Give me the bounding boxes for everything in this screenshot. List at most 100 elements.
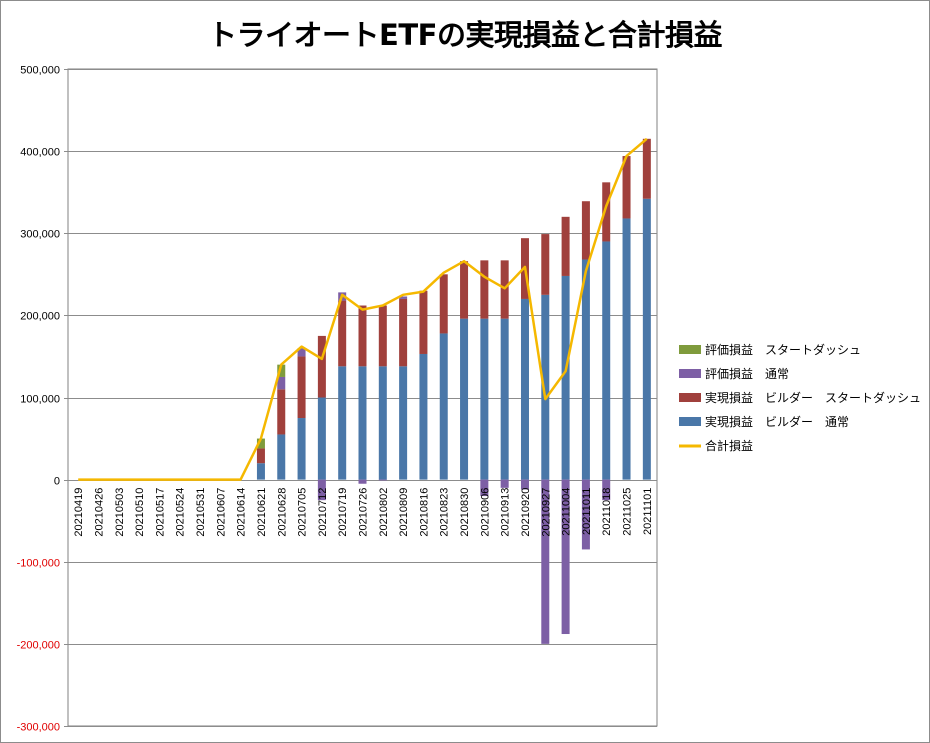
bar-segment xyxy=(480,318,489,480)
y-tick-label: -200,000 xyxy=(17,640,60,652)
legend-label: 実現損益 ビルダー スタートダッシュ xyxy=(705,390,921,405)
bar-segment xyxy=(541,234,550,295)
x-tick-label: 20210426 xyxy=(93,488,105,537)
bar-segment xyxy=(277,389,286,435)
bar-segment xyxy=(358,479,367,484)
x-tick-label: 20210419 xyxy=(73,488,85,537)
bar-segment xyxy=(317,397,326,480)
x-tick-label: 20211101 xyxy=(642,488,654,535)
legend-swatch xyxy=(679,417,701,426)
bar-segment xyxy=(581,259,590,480)
bar-segment xyxy=(520,298,529,480)
bar-segment xyxy=(642,138,651,199)
bar-segment xyxy=(256,438,265,449)
bar-segment xyxy=(399,298,408,367)
y-tick-label: 200,000 xyxy=(20,311,60,323)
x-tick-label: 20210517 xyxy=(154,488,166,537)
bar-segment xyxy=(277,364,286,377)
bar-segment xyxy=(480,479,489,497)
bar-segment xyxy=(419,290,428,354)
x-tick-label: 20210712 xyxy=(317,488,329,537)
x-tick-label: 20210927 xyxy=(540,488,552,537)
x-tick-label: 20210607 xyxy=(215,488,227,537)
bar-segment xyxy=(297,356,306,419)
y-tick-label: -300,000 xyxy=(17,722,60,734)
x-tick-label: 20210524 xyxy=(175,488,187,537)
chart-title: トライオートETFの実現損益と合計損益 xyxy=(208,18,722,52)
bar-segment xyxy=(358,366,367,480)
bar-segment xyxy=(561,275,570,480)
x-tick-label: 20210503 xyxy=(114,488,126,537)
x-tick-label: 20210705 xyxy=(297,488,309,537)
bar-segment xyxy=(439,274,448,334)
bar-segment xyxy=(581,479,590,550)
x-tick-label: 20210510 xyxy=(134,488,146,537)
x-tick-label: 20210823 xyxy=(439,488,451,537)
x-tick-label: 20210920 xyxy=(520,488,532,537)
legend-swatch xyxy=(679,369,701,378)
bar-segment xyxy=(358,305,367,367)
bar-segment xyxy=(602,241,611,480)
bar-segment xyxy=(317,479,326,501)
legend-label: 合計損益 xyxy=(705,438,753,453)
x-tick-label: 20211011 xyxy=(581,488,593,535)
bar-segment xyxy=(460,318,469,480)
bar-segment xyxy=(338,366,347,480)
y-tick-label: 100,000 xyxy=(20,394,60,406)
y-tick-label: 0 xyxy=(54,476,60,488)
x-tick-label: 20210726 xyxy=(358,488,370,537)
bar-segment xyxy=(378,366,387,480)
bar-segment xyxy=(561,479,570,635)
bar-segment xyxy=(399,366,408,480)
x-tick-label: 20210614 xyxy=(236,488,248,537)
x-tick-label: 20210802 xyxy=(378,488,390,537)
bar-segment xyxy=(520,479,529,490)
x-tick-label: 20210621 xyxy=(256,488,268,537)
x-tick-label: 20210816 xyxy=(418,488,430,537)
bar-segment xyxy=(541,479,550,644)
x-tick-label: 20211025 xyxy=(622,488,634,536)
bar-segment xyxy=(602,479,611,501)
legend-label: 評価損益 通常 xyxy=(705,366,789,381)
bar-segment xyxy=(277,434,286,480)
x-tick-label: 20210809 xyxy=(398,488,410,537)
legend-swatch xyxy=(679,393,701,402)
bar-segment xyxy=(338,300,347,367)
legend-label: 実現損益 ビルダー 通常 xyxy=(705,414,849,429)
bar-segment xyxy=(378,479,387,481)
bar-segment xyxy=(581,201,590,260)
x-tick-label: 20210913 xyxy=(500,488,512,537)
x-tick-label: 20210906 xyxy=(479,488,491,537)
bar-segment xyxy=(622,218,631,480)
y-tick-label: 400,000 xyxy=(20,147,60,159)
bar-segment xyxy=(642,198,651,480)
x-tick-label: 20210830 xyxy=(459,488,471,537)
bar-segment xyxy=(622,156,631,219)
legend-label: 評価損益 スタートダッシュ xyxy=(705,342,861,357)
x-tick-label: 20211018 xyxy=(601,488,613,536)
x-tick-label: 20211004 xyxy=(561,488,573,536)
bar-segment xyxy=(439,333,448,480)
x-tick-label: 20210531 xyxy=(195,488,207,537)
bar-segment xyxy=(561,216,570,276)
bar-segment xyxy=(460,261,469,319)
bar-segment xyxy=(500,318,509,480)
bar-segment xyxy=(602,182,611,242)
y-tick-label: 500,000 xyxy=(20,65,60,77)
bar-segment xyxy=(399,296,408,299)
y-tick-label: 300,000 xyxy=(20,229,60,241)
bar-segment xyxy=(297,348,306,357)
bar-segment xyxy=(419,353,428,480)
y-tick-label: -100,000 xyxy=(17,558,60,570)
bar-segment xyxy=(317,335,326,398)
total-line xyxy=(78,137,648,481)
bar-segment xyxy=(378,305,387,367)
bar-segment xyxy=(480,260,489,319)
bar-segment xyxy=(500,479,509,488)
bar-segment xyxy=(256,463,265,480)
bar-segment xyxy=(541,294,550,480)
x-tick-label: 20210628 xyxy=(276,488,288,537)
bar-segment xyxy=(256,448,265,464)
bar-segment xyxy=(297,418,306,480)
